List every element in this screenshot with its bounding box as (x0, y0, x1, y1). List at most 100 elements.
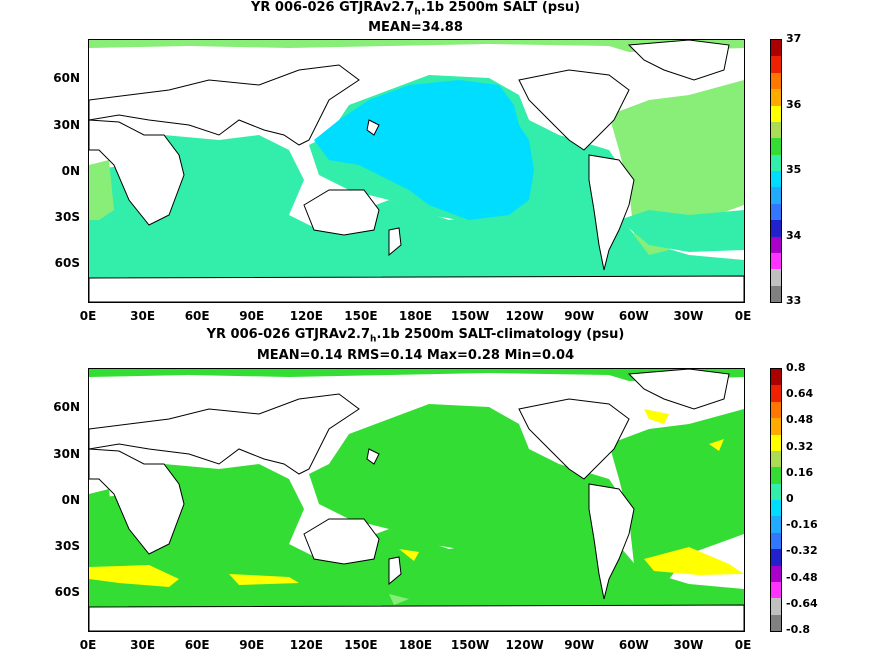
lon-tick-label: 150W (450, 638, 490, 652)
colorbar-swatch (771, 269, 781, 286)
panel2-map (88, 368, 745, 632)
colorbar-tick-label: 0.32 (786, 439, 814, 453)
lon-tick-label: 30E (130, 309, 156, 323)
lat-tick-label: 30S (54, 539, 80, 554)
lat-tick-label: 60N (53, 400, 80, 415)
colorbar-swatch (771, 467, 781, 484)
colorbar-swatch (771, 385, 781, 402)
panel2-colorbar (770, 368, 782, 632)
panel1-colorbar (770, 39, 782, 303)
lon-tick-label: 30E (130, 638, 156, 652)
lon-tick-label: 120W (505, 638, 544, 652)
panel1-stats: MEAN=34.88 (368, 20, 463, 35)
lat-tick-label: 30N (53, 447, 80, 462)
lat-tick-label: 30S (54, 210, 80, 225)
panel1-title: YR 006-026 GTJRAv2.7h.1b 2500m SALT (psu… (88, 0, 743, 21)
colorbar-swatch (771, 598, 781, 615)
colorbar-tick-label: 0 (786, 492, 794, 505)
colorbar-swatch (771, 220, 781, 237)
colorbar-swatch (771, 516, 781, 533)
panel1-title-suffix: .1b 2500m SALT (psu) (420, 0, 581, 15)
colorbar-tick-label: 35 (786, 163, 802, 176)
colorbar-swatch (771, 72, 781, 90)
colorbar-swatch (771, 581, 781, 599)
panel2-title-prefix: YR 006-026 GTJRAv2.7 (206, 327, 371, 342)
lon-tick-label: 60E (184, 638, 210, 652)
panel1-map (88, 39, 745, 303)
lon-tick-label: 0E (734, 638, 752, 652)
lat-tick-label: 0N (61, 164, 80, 179)
lon-tick-label: 0E (79, 638, 97, 652)
colorbar-tick-label: 0.8 (786, 361, 806, 374)
lon-tick-label: 120W (505, 309, 544, 323)
colorbar-tick-label: -0.64 (786, 596, 818, 610)
colorbar-tick-label: 0.48 (786, 413, 814, 427)
lon-tick-label: 60E (184, 309, 210, 323)
lon-tick-label: 30W (673, 638, 704, 652)
panel1-map-canvas (89, 40, 744, 302)
panel2-stats: MEAN=0.14 RMS=0.14 Max=0.28 Min=0.04 (256, 348, 575, 363)
lon-tick-label: 90W (564, 309, 595, 323)
panel1-title-prefix: YR 006-026 GTJRAv2.7 (250, 0, 415, 15)
panel2-land (89, 369, 730, 600)
lon-tick-label: 0E (734, 309, 752, 323)
colorbar-tick-label: -0.32 (786, 544, 818, 558)
lat-tick-label: 60N (53, 71, 80, 86)
lat-tick-label: 60S (54, 585, 80, 599)
colorbar-swatch (771, 549, 781, 566)
colorbar-tick-label: 37 (786, 32, 802, 45)
colorbar-swatch (771, 614, 781, 631)
colorbar-swatch (771, 105, 781, 122)
colorbar-swatch (771, 434, 781, 451)
colorbar-swatch (771, 56, 781, 73)
lat-tick-label: 60S (54, 256, 80, 270)
colorbar-tick-label: 0.16 (786, 465, 814, 479)
panel2-title: YR 006-026 GTJRAv2.7h.1b 2500m SALT-clim… (88, 327, 743, 348)
lon-tick-label: 150E (344, 309, 378, 323)
colorbar-swatch (771, 89, 781, 106)
lat-tick-label: 30N (53, 118, 80, 133)
colorbar-swatch (771, 40, 781, 57)
colorbar-swatch (771, 252, 781, 270)
colorbar-swatch (771, 418, 781, 435)
colorbar-tick-label: 36 (786, 97, 802, 111)
panel1-title-sub: h (414, 7, 421, 18)
colorbar-swatch (771, 203, 781, 221)
colorbar-swatch (771, 236, 781, 253)
lon-tick-label: 180E (398, 638, 433, 652)
colorbar-tick-label: 0.64 (786, 387, 814, 401)
colorbar-tick-label: -0.48 (786, 570, 818, 584)
colorbar-swatch (771, 171, 781, 188)
lon-tick-label: 90E (239, 638, 265, 652)
lat-tick-label: 0N (61, 493, 80, 508)
lon-tick-label: 30W (673, 309, 704, 323)
lon-tick-label: 60W (618, 309, 649, 323)
colorbar-swatch (771, 532, 781, 550)
colorbar-swatch (771, 369, 781, 386)
panel1-ocean-field (89, 40, 744, 278)
lon-tick-label: 90E (239, 309, 265, 323)
lon-tick-label: 120E (289, 638, 323, 652)
colorbar-swatch (771, 450, 781, 468)
colorbar-swatch (771, 565, 781, 582)
colorbar-swatch (771, 285, 781, 302)
panel1-land (89, 40, 730, 271)
panel2-map-canvas (89, 369, 744, 631)
panel2-title-sub: h (370, 334, 377, 345)
colorbar-swatch (771, 483, 781, 500)
lon-tick-label: 180E (398, 309, 433, 323)
colorbar-swatch (771, 401, 781, 419)
panel2-ocean-field (89, 369, 744, 607)
lon-tick-label: 60W (618, 638, 649, 652)
colorbar-swatch (771, 500, 781, 517)
panel2-title-suffix: .1b 2500m SALT-climatology (psu) (376, 327, 625, 342)
lon-tick-label: 90W (564, 638, 595, 652)
colorbar-tick-label: 34 (786, 228, 802, 242)
colorbar-swatch (771, 187, 781, 204)
colorbar-swatch (771, 138, 781, 155)
colorbar-swatch (771, 121, 781, 139)
colorbar-tick-label: 33 (786, 294, 802, 307)
colorbar-swatch (771, 154, 781, 171)
lon-tick-label: 150E (344, 638, 378, 652)
colorbar-tick-label: -0.8 (786, 623, 811, 636)
